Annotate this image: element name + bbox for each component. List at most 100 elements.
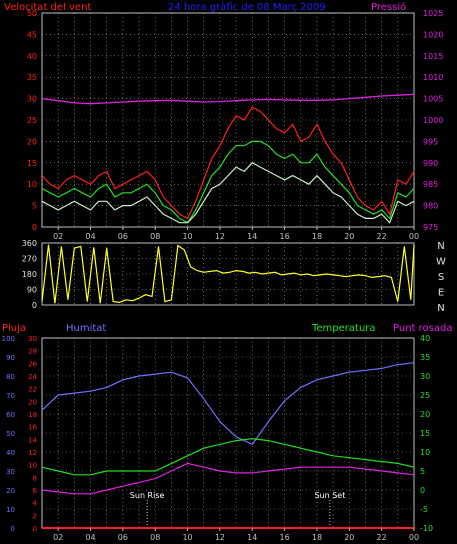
temperature-y-tick-label: 30 [420, 372, 430, 381]
x-tick-label: 12 [215, 232, 225, 241]
rain-y-tick-label: 12 [28, 449, 37, 457]
humidity-axis-title: Humitat [66, 323, 106, 334]
compass-label: N [437, 241, 444, 252]
x-tick-label: 20 [344, 232, 354, 241]
rain-y-tick-label: 16 [28, 424, 37, 432]
rain-y-tick-label: 10 [28, 462, 37, 470]
x-tick-label: 04 [85, 232, 95, 241]
direction-series-group [41, 244, 415, 304]
rain-y-tick-label: 18 [28, 411, 37, 419]
pressure-y-tick-label: 985 [423, 180, 438, 189]
wind-y-tick-label: 15 [27, 159, 37, 168]
temperature-y-tick-label: 15 [420, 429, 430, 438]
temperature-y-tick-label: 10 [420, 448, 430, 457]
wind-series-line-green [41, 140, 415, 224]
temp-series-line-humidity [41, 362, 415, 446]
pressure-y-tick-label: 1000 [423, 116, 443, 125]
x-tick-label: 10 [182, 533, 192, 542]
rain-y-tick-label: 28 [28, 348, 37, 356]
direction-series-line [41, 244, 415, 304]
x-tick-label: 16 [280, 232, 290, 241]
pressure-y-tick-label: 990 [423, 159, 438, 168]
rain-y-tick-label: 4 [33, 500, 38, 508]
wind-y-ticks: 0 5 10 15 20 25 30 35 40 45 50 [27, 9, 37, 232]
wind-y-tick-label: 25 [27, 116, 37, 125]
temperature-y-tick-label: 0 [420, 486, 425, 495]
chart-title: 24 hora gràfic de 08 Març 2009 [168, 1, 326, 13]
wind-axis-title: Velocitat del vent [4, 2, 91, 13]
humidity-y-tick-label: 60 [6, 411, 15, 419]
humidity-y-tick-label: 30 [6, 468, 15, 476]
wind-pressure-panel: Velocitat del vent 24 hora gràfic de 08 … [4, 1, 443, 241]
humidity-y-tick-label: 50 [6, 430, 15, 438]
x-tick-label: 16 [280, 533, 290, 542]
rain-y-tick-label: 2 [33, 512, 37, 520]
rain-y-tick-label: 0 [33, 525, 37, 533]
x-tick-label: 06 [118, 232, 128, 241]
wind-y-tick-label: 50 [27, 9, 37, 18]
wind-y-tick-label: 30 [27, 95, 37, 104]
x-tick-label: 02 [53, 533, 63, 542]
rain-axis-title: Pluja [2, 323, 26, 334]
x-tick-label: 04 [85, 533, 95, 542]
humidity-y-tick-label: 70 [6, 392, 15, 400]
pressure-y-ticks: 975 980 985 990 995 1000 1005 1010 1015 1020 1025 [423, 9, 443, 232]
x-tick-label: 12 [215, 533, 225, 542]
humidity-y-tick-label: 80 [6, 373, 15, 381]
rain-y-tick-label: 14 [28, 436, 37, 444]
pressure-y-tick-label: 980 [423, 202, 438, 211]
x-tick-label: 06 [118, 533, 128, 542]
temperature-y-tick-label: 20 [420, 410, 430, 419]
temperature-y-tick-label: 40 [420, 334, 430, 343]
temperature-y-ticks: -10 -5 0 5 10 15 20 25 30 35 40 [420, 334, 433, 533]
wind-y-tick-label: 0 [32, 223, 37, 232]
temp-series-line-temp [41, 438, 415, 476]
rain-y-tick-label: 26 [28, 360, 37, 368]
rain-y-tick-label: 30 [28, 335, 37, 343]
wind-y-tick-label: 10 [27, 180, 37, 189]
rain-y-tick-label: 22 [28, 386, 37, 394]
temp-series-line-temp [41, 462, 415, 495]
x-tick-label: 22 [377, 232, 387, 241]
pressure-y-tick-label: 975 [423, 223, 438, 232]
pressure-y-tick-label: 995 [423, 137, 438, 146]
wind-y-tick-label: 5 [32, 202, 37, 211]
wind-y-tick-label: 40 [27, 52, 37, 61]
x-tick-label: 00 [409, 232, 419, 241]
x-tick-label: 22 [377, 533, 387, 542]
temperature-y-tick-label: -5 [420, 505, 428, 514]
humidity-y-tick-label: 10 [6, 506, 15, 514]
wind-y-tick-label: 35 [27, 73, 37, 82]
humidity-y-tick-label: 20 [6, 487, 15, 495]
humidity-y-tick-label: 40 [6, 449, 15, 457]
direction-y-tick-label: 0 [32, 301, 37, 310]
wind-series-line-lightgreen [41, 162, 415, 224]
rain-y-tick-label: 20 [28, 398, 37, 406]
temp-x-ticks: 02 04 06 08 10 12 14 16 18 20 22 00 [53, 528, 419, 542]
humidity-y-ticks: 0 10 20 30 40 50 60 70 80 90 100 [2, 335, 15, 533]
x-tick-label: 18 [312, 232, 322, 241]
temperature-y-tick-label: 5 [420, 467, 425, 476]
dewpoint-axis-title: Punt rosada [393, 323, 452, 334]
compass-label: N [437, 303, 444, 314]
temperature-y-tick-label: 25 [420, 391, 430, 400]
temperature-y-tick-label: -10 [420, 524, 433, 533]
x-tick-label: 20 [344, 533, 354, 542]
sun-annotations: Sun Rise Sun Set [130, 491, 345, 528]
wind-x-ticks: 02 04 06 08 10 12 14 16 18 20 22 00 [53, 227, 419, 241]
pressure-y-tick-label: 1025 [423, 9, 443, 18]
x-tick-label: 18 [312, 533, 322, 542]
sun-marker-label: Sun Set [314, 491, 345, 500]
wind-y-tick-label: 45 [27, 30, 37, 39]
pressure-y-tick-label: 1020 [423, 30, 443, 39]
wind-series-group [41, 93, 415, 224]
temp-series-group [41, 362, 415, 529]
direction-y-tick-label: 360 [22, 239, 37, 248]
rain-y-tick-label: 24 [28, 373, 37, 381]
x-tick-label: 02 [53, 232, 63, 241]
direction-y-tick-label: 180 [22, 270, 37, 279]
sun-marker-label: Sun Rise [130, 491, 165, 500]
humidity-y-tick-label: 100 [2, 335, 15, 343]
